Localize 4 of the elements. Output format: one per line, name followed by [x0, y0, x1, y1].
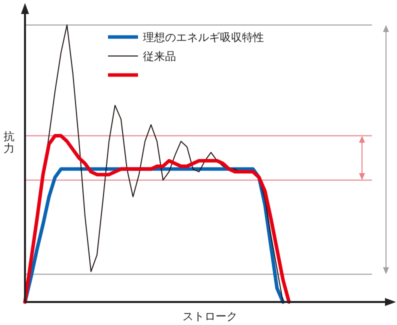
- y-axis-title: 抗力: [4, 130, 14, 155]
- legend-label: 理想のエネルギ吸収特性: [143, 31, 264, 44]
- legend-label: 従来品: [143, 50, 176, 63]
- x-axis-title: ストローク: [182, 310, 238, 323]
